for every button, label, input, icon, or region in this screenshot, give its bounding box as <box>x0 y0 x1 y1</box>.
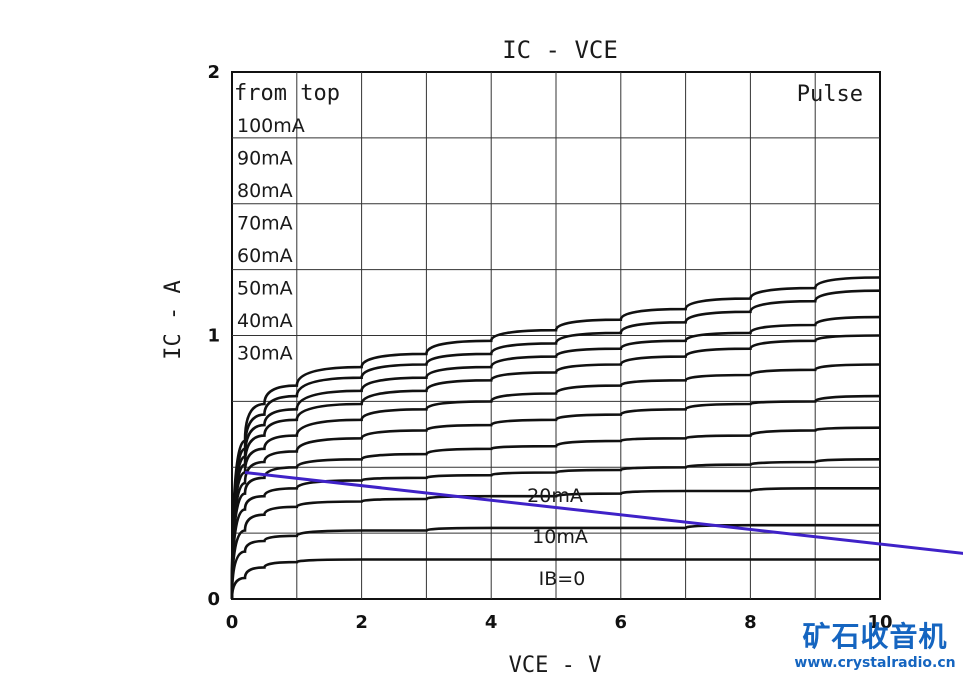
curve-60mA <box>230 363 881 600</box>
legend-entry: 50mA <box>237 278 293 300</box>
curve-10mA <box>230 523 880 600</box>
legend-entry: 40mA <box>237 310 293 332</box>
curve-70mA <box>230 334 881 600</box>
y-tick-label: 0 <box>207 589 220 610</box>
x-tick-label: 0 <box>226 612 239 633</box>
legend-entry: 80mA <box>237 180 293 202</box>
x-tick-label: 8 <box>744 612 757 633</box>
watermark-name: 矿石收音机 <box>802 620 948 653</box>
curve-IB=0 <box>230 558 880 600</box>
curve-80mA <box>230 315 881 600</box>
inline-label: 20mA <box>527 485 583 507</box>
inline-labels: 20mA 10mA IB=0 <box>527 485 588 590</box>
load-line-segment <box>244 471 963 555</box>
legend-entry: 70mA <box>237 213 293 235</box>
curve-100mA <box>230 276 881 600</box>
x-tick-label: 6 <box>615 612 628 633</box>
inline-label: IB=0 <box>539 568 586 590</box>
curve-20mA <box>230 486 880 600</box>
legend-title: from top <box>234 81 340 106</box>
x-tick-label: 10 <box>867 612 892 633</box>
x-tick-label: 4 <box>485 612 498 633</box>
legend-entry: 100mA <box>237 115 305 137</box>
grid <box>232 72 880 599</box>
inline-label: 10mA <box>532 526 588 548</box>
legend-entry: 60mA <box>237 245 293 267</box>
y-axis-label: IC - A <box>161 280 186 359</box>
y-tick-label: 2 <box>207 62 220 83</box>
legend-entry: 30mA <box>237 343 293 365</box>
watermark: 矿石收音机 www.crystalradio.cn <box>790 620 960 672</box>
load-line <box>244 471 963 555</box>
curve-50mA <box>230 394 881 600</box>
y-tick-label: 1 <box>207 326 220 347</box>
x-axis-label: VCE - V <box>509 653 602 678</box>
watermark-url: www.crystalradio.cn <box>794 655 956 671</box>
curve-30mA <box>230 458 881 600</box>
curves <box>230 276 881 600</box>
legend: 100mA 90mA 80mA 70mA 60mA 50mA 40mA 30mA <box>237 115 305 365</box>
curve-90mA <box>230 289 881 600</box>
legend-entry: 90mA <box>237 148 293 170</box>
curve-40mA <box>230 426 881 600</box>
pulse-annotation: Pulse <box>797 82 863 107</box>
y-ticks: 0 1 2 <box>207 62 220 610</box>
x-ticks: 0 2 4 6 8 10 <box>226 612 893 633</box>
x-tick-label: 2 <box>355 612 368 633</box>
chart-title: IC - VCE <box>502 36 618 64</box>
